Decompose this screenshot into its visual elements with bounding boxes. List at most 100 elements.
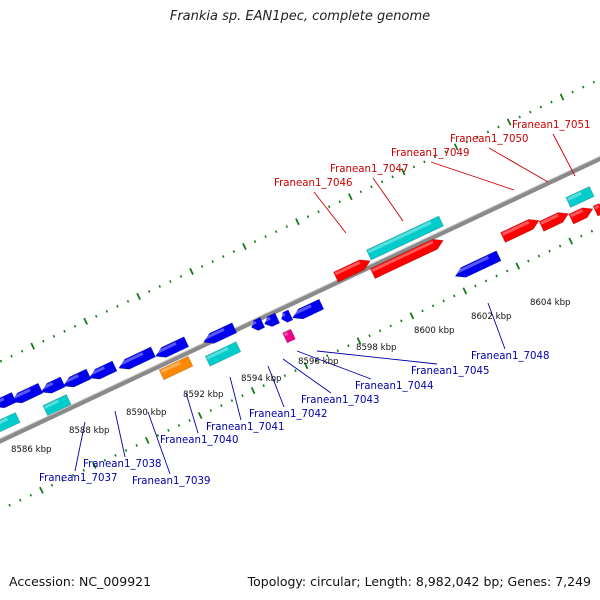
major-tick: [30, 342, 36, 350]
minor-tick: [423, 160, 426, 164]
minor-tick: [529, 110, 532, 114]
gene-body[interactable]: [592, 202, 600, 217]
gene-body[interactable]: [87, 360, 118, 383]
leader-line: [267, 365, 285, 408]
gene-red-5[interactable]: [568, 204, 595, 225]
minor-tick: [359, 190, 363, 194]
minor-tick: [505, 269, 509, 273]
gene-body[interactable]: [369, 235, 445, 279]
gene-body[interactable]: [249, 317, 266, 332]
minor-tick: [306, 215, 310, 219]
gene-body[interactable]: [282, 328, 296, 344]
gene-blue-10[interactable]: [290, 298, 325, 323]
minor-tick: [539, 105, 543, 109]
gene-body[interactable]: [366, 215, 444, 261]
gene-blue-21[interactable]: [279, 309, 294, 324]
gene-label[interactable]: Franean1_7047: [330, 164, 408, 175]
leader-line: [147, 411, 171, 475]
gene-red-3[interactable]: [500, 216, 542, 243]
gene-cyan-8[interactable]: [565, 186, 595, 208]
gene-label[interactable]: Franean1_7048: [471, 351, 549, 362]
gene-blue-12[interactable]: [153, 336, 190, 361]
gene-body[interactable]: [262, 312, 281, 329]
gene-label[interactable]: Franean1_7038: [83, 459, 161, 470]
gene-label[interactable]: Franean1_7049: [391, 148, 469, 159]
gene-label[interactable]: Franean1_7040: [160, 435, 238, 446]
gene-blue-16[interactable]: [39, 376, 66, 397]
gene-body[interactable]: [201, 322, 238, 347]
gene-cyan-24[interactable]: [0, 412, 21, 434]
gene-blue-19[interactable]: [249, 317, 266, 332]
major-tick: [515, 262, 521, 270]
scale-labels: 8586 kbp 8588 kbp 8590 kbp 8592 kbp 8594 kbp…: [11, 298, 571, 455]
major-tick: [295, 218, 300, 226]
gene-body[interactable]: [116, 346, 156, 373]
gene-red-6[interactable]: [592, 202, 600, 217]
gene-sheen: [334, 261, 361, 276]
major-tick: [92, 461, 97, 469]
gene-labels[interactable]: Franean1_7046 Franean1_7047 Franean1_7049 F…: [39, 120, 590, 487]
backbone-line: [0, 156, 600, 444]
gene-blue-20[interactable]: [262, 312, 281, 329]
gene-body[interactable]: [0, 412, 21, 434]
gene-blue-15[interactable]: [61, 368, 92, 391]
gene-body[interactable]: [568, 204, 595, 225]
gene-body[interactable]: [453, 250, 502, 281]
minor-tick: [211, 260, 214, 263]
gene-body[interactable]: [204, 341, 242, 367]
gene-red-4[interactable]: [538, 209, 571, 232]
gene-label[interactable]: Franean1_7051: [512, 120, 590, 131]
minor-tick: [294, 369, 297, 373]
gene-body[interactable]: [290, 298, 325, 323]
minor-tick: [442, 299, 445, 303]
gene-blue-18[interactable]: [0, 391, 17, 411]
gene-cyan-22[interactable]: [204, 341, 242, 367]
gene-body[interactable]: [158, 355, 194, 381]
gene-body[interactable]: [42, 394, 72, 416]
gene-red-1[interactable]: [333, 256, 372, 283]
gene-sheen: [283, 331, 289, 337]
gene-body[interactable]: [0, 391, 17, 411]
gene-label[interactable]: Franean1_7050: [450, 134, 528, 145]
gene-body[interactable]: [565, 186, 595, 208]
gene-body[interactable]: [333, 256, 372, 283]
gene-body[interactable]: [61, 368, 92, 391]
inner-tick-track: [0, 229, 594, 512]
gene-sheen: [202, 327, 225, 341]
gene-body[interactable]: [153, 336, 190, 361]
gene-label[interactable]: Franean1_7037: [39, 473, 117, 484]
minor-tick: [274, 230, 278, 234]
gene-label[interactable]: Franean1_7045: [411, 366, 489, 377]
gene-label[interactable]: Franean1_7044: [355, 381, 433, 392]
gene-blue-11[interactable]: [201, 322, 238, 347]
gene-body[interactable]: [279, 309, 294, 324]
gene-label[interactable]: Franean1_7043: [301, 395, 379, 406]
gene-cyan-23[interactable]: [42, 394, 72, 416]
minor-tick: [518, 115, 521, 119]
minor-tick: [124, 448, 128, 452]
gene-body[interactable]: [39, 376, 66, 397]
minor-tick: [103, 458, 107, 462]
gene-body[interactable]: [500, 216, 542, 243]
gene-magenta-26[interactable]: [282, 328, 296, 344]
gene-label[interactable]: Franean1_7042: [249, 409, 327, 420]
gene-label[interactable]: Franean1_7039: [132, 476, 210, 487]
gene-orange-25[interactable]: [158, 355, 194, 381]
gene-blue-13[interactable]: [116, 346, 156, 373]
major-tick: [242, 243, 247, 251]
gene-label[interactable]: Franean1_7041: [206, 422, 284, 433]
label-leader-lines: [74, 133, 576, 475]
gene-cyan-7[interactable]: [366, 215, 444, 261]
gene-sheen: [540, 213, 559, 225]
minor-tick: [317, 210, 320, 214]
gene-sheen: [454, 255, 490, 275]
minor-tick: [400, 319, 403, 323]
gene-blue-14[interactable]: [87, 360, 118, 383]
minor-tick: [264, 235, 267, 239]
gene-red-2[interactable]: [369, 235, 445, 279]
gene-features[interactable]: [0, 186, 600, 434]
gene-label[interactable]: Franean1_7046: [274, 178, 352, 189]
gene-blue-9[interactable]: [453, 250, 502, 281]
gene-body[interactable]: [538, 209, 571, 232]
